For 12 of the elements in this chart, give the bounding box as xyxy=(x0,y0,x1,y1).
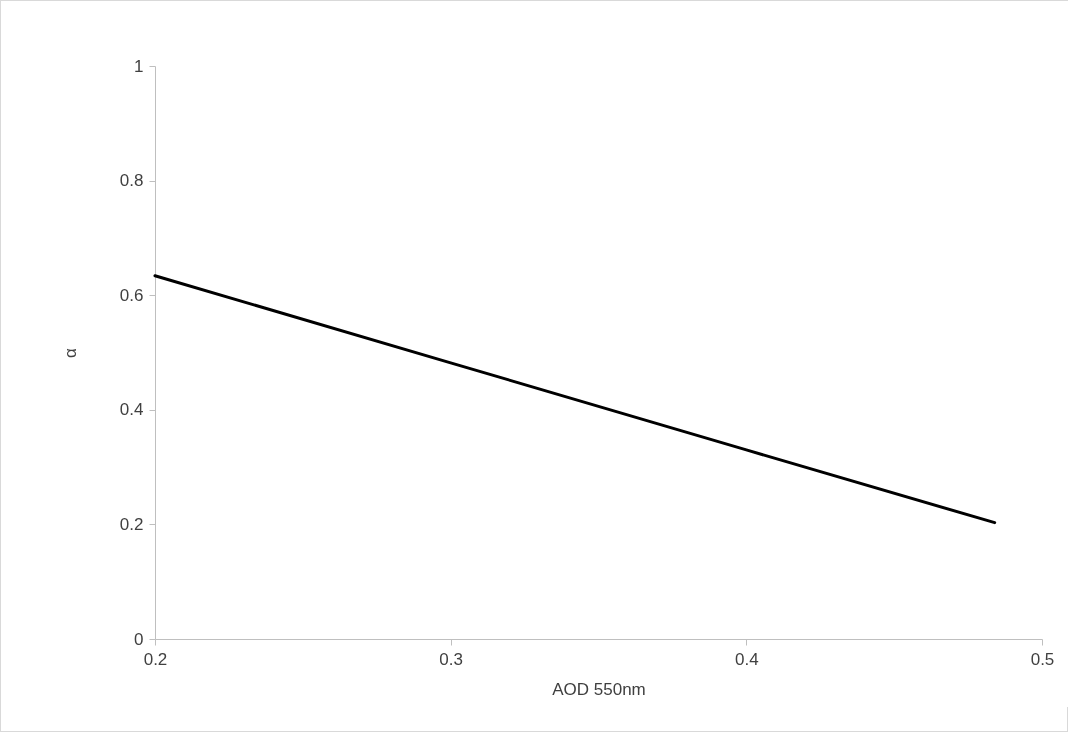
y-tick-label: 1 xyxy=(134,56,144,76)
x-tick-label: 0.4 xyxy=(735,649,759,669)
x-tick-label: 0.3 xyxy=(439,649,463,669)
y-tick-label: 0.2 xyxy=(119,514,144,534)
x-tick-label: 0.5 xyxy=(1030,649,1055,669)
y-tick-label: 0 xyxy=(134,629,144,649)
y-axis-title: α xyxy=(60,347,80,358)
y-tick-label: 0.8 xyxy=(119,171,144,191)
y-tick-label: 0.4 xyxy=(119,400,144,420)
line-series xyxy=(153,274,997,525)
y-tick-label: 0.6 xyxy=(119,285,144,305)
x-axis-title: AOD 550nm xyxy=(552,679,646,699)
